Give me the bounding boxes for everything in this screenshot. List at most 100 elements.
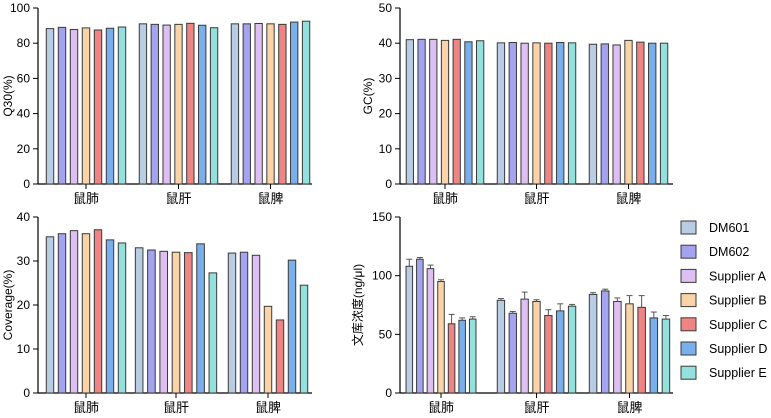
bar bbox=[251, 254, 261, 394]
y-tick-label: 40 bbox=[17, 210, 31, 224]
bar bbox=[81, 233, 91, 394]
bar bbox=[239, 251, 249, 394]
legend-label: DM601 bbox=[709, 221, 749, 235]
legend-label: Supplier B bbox=[709, 294, 767, 308]
bar bbox=[198, 24, 207, 185]
legend-label: Supplier E bbox=[709, 366, 767, 380]
y-axis-label: 文库浓度(ng/μl) bbox=[350, 264, 365, 346]
chart-panel-3: 0 10 20 30 40 鼠肺 鼠肝 鼠脾 Coverage(%) bbox=[1, 210, 312, 415]
bar bbox=[600, 290, 610, 394]
bar bbox=[588, 43, 598, 185]
bar bbox=[69, 230, 79, 394]
x-tick-label: 鼠肺 bbox=[73, 400, 99, 415]
bar bbox=[227, 252, 237, 394]
bar bbox=[208, 272, 218, 394]
bar bbox=[230, 23, 240, 185]
bar bbox=[496, 299, 506, 394]
bar bbox=[147, 249, 156, 394]
bar bbox=[636, 41, 645, 185]
y-tick-label: 30 bbox=[17, 254, 31, 268]
x-tick-label: 鼠肺 bbox=[73, 191, 99, 206]
bar bbox=[299, 284, 309, 394]
legend: DM601 DM602 Supplier A Supplier B Supplier C… bbox=[680, 220, 767, 380]
x-tick-label: 鼠肝 bbox=[523, 191, 549, 206]
bar bbox=[209, 27, 219, 185]
bar bbox=[567, 305, 577, 394]
bar bbox=[186, 22, 195, 185]
bar bbox=[171, 251, 181, 394]
y-tick-label: 50 bbox=[379, 327, 393, 341]
bar bbox=[159, 250, 169, 394]
bar bbox=[57, 233, 67, 394]
bar bbox=[254, 22, 263, 185]
legend-item: DM602 bbox=[680, 244, 749, 259]
bar bbox=[138, 23, 148, 185]
legend-swatch bbox=[680, 268, 697, 283]
legend-label: DM602 bbox=[709, 245, 749, 259]
x-tick-label: 鼠脾 bbox=[616, 400, 642, 415]
bar bbox=[405, 39, 414, 185]
x-tick-label: 鼠肝 bbox=[165, 191, 191, 206]
bar bbox=[588, 293, 598, 394]
y-tick-label: 60 bbox=[17, 71, 31, 85]
bar bbox=[532, 300, 541, 394]
bar bbox=[508, 41, 517, 185]
x-tick-label: 鼠脾 bbox=[615, 191, 641, 206]
bar bbox=[468, 318, 477, 394]
bar bbox=[117, 242, 127, 394]
bar bbox=[196, 243, 205, 394]
y-tick-label: 0 bbox=[385, 177, 392, 191]
y-axis-label: Coverage(%) bbox=[1, 270, 15, 341]
legend-swatch bbox=[680, 293, 697, 308]
y-tick-label: 10 bbox=[379, 142, 393, 156]
legend-item: Supplier A bbox=[680, 268, 767, 283]
y-tick-label: 20 bbox=[17, 298, 31, 312]
bar bbox=[93, 29, 103, 185]
bar bbox=[81, 27, 91, 185]
legend-swatch bbox=[680, 244, 697, 259]
legend-item: Supplier C bbox=[680, 317, 767, 332]
bar bbox=[464, 41, 473, 185]
bar bbox=[290, 21, 299, 185]
y-tick-label: 10 bbox=[17, 342, 31, 356]
x-tick-label: 鼠脾 bbox=[255, 400, 281, 415]
legend-label: Supplier A bbox=[709, 269, 767, 283]
x-tick-label: 鼠肝 bbox=[163, 400, 189, 415]
bar bbox=[544, 315, 553, 394]
bar bbox=[426, 268, 435, 394]
bar bbox=[637, 306, 646, 394]
bar bbox=[508, 312, 517, 394]
x-tick-label: 鼠肺 bbox=[432, 191, 458, 206]
y-axis-label: Q30(%) bbox=[1, 75, 15, 116]
legend-item: Supplier B bbox=[680, 293, 767, 308]
bar bbox=[661, 318, 671, 394]
chart-panel-2: 0 10 20 30 40 50 鼠肺 鼠肝 鼠脾 GC(%) bbox=[361, 1, 673, 206]
bar bbox=[263, 305, 273, 394]
y-tick-label: 50 bbox=[379, 1, 393, 15]
bar bbox=[162, 24, 171, 185]
bar bbox=[242, 23, 251, 185]
bar bbox=[117, 26, 127, 185]
bar bbox=[266, 23, 275, 185]
bar bbox=[93, 229, 103, 394]
legend-swatch bbox=[680, 341, 697, 356]
bar bbox=[69, 28, 79, 185]
bar bbox=[57, 26, 67, 185]
y-tick-label: 80 bbox=[17, 36, 31, 50]
bar bbox=[648, 42, 657, 185]
bar bbox=[275, 319, 285, 394]
bar bbox=[45, 28, 55, 185]
y-tick-label: 100 bbox=[372, 269, 392, 283]
y-tick-label: 40 bbox=[379, 36, 393, 50]
y-tick-label: 0 bbox=[23, 386, 30, 400]
bar bbox=[567, 42, 577, 185]
y-tick-label: 0 bbox=[385, 386, 392, 400]
bar bbox=[45, 236, 55, 394]
chart-panel-4: 0 50 100 150 鼠肺 鼠肝 鼠脾 文库浓度(ng/μl) bbox=[350, 210, 673, 415]
bar bbox=[416, 258, 424, 394]
y-axis-label: GC(%) bbox=[361, 78, 375, 115]
bar bbox=[600, 43, 609, 185]
bar bbox=[150, 23, 159, 185]
legend-item: Supplier E bbox=[680, 365, 767, 380]
